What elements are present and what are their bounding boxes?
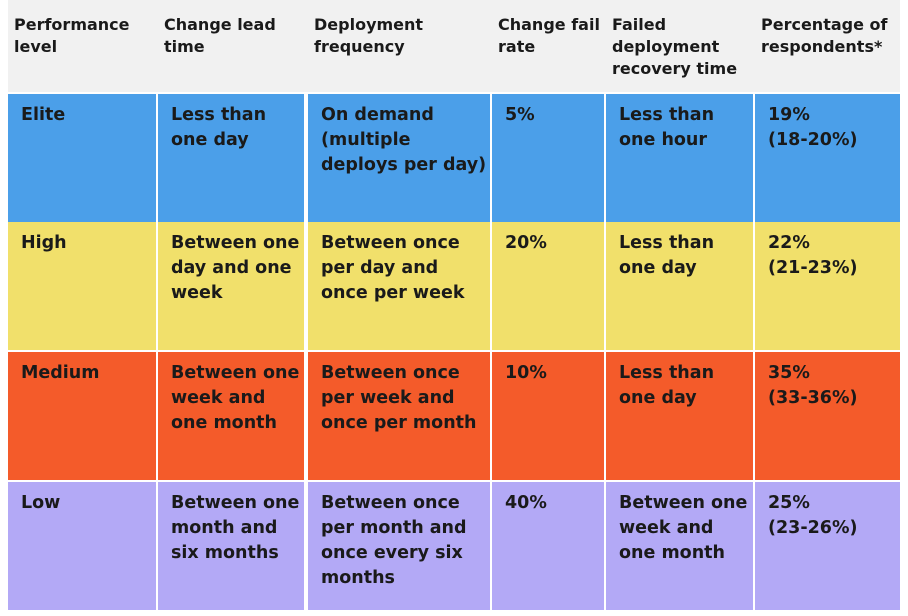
table-cell: Between one day and one week [158,222,304,350]
cell-text: per month and [321,518,467,538]
cell-text: one month [171,413,277,433]
cell-text: Between one [619,493,748,513]
cell-text: week [171,283,223,303]
cell-text: months [321,568,395,588]
cell-text: day and one [171,258,292,278]
cell-text: Between once [321,493,460,513]
table-cell: Elite [8,94,156,222]
table-cell: Between once per day and once per week [308,222,490,350]
table-cell: Between one month and six months [158,482,304,610]
cell-text: High [21,233,67,253]
table-cell: High [8,222,156,350]
table-cell: 5% [492,94,604,222]
cell-text: six months [171,543,279,563]
cell-text: once every six [321,543,463,563]
table-cell: 20% [492,222,604,350]
table-cell: On demand (multiple deploys per day) [308,94,490,222]
table-cell: 22% (21-23%) [755,222,900,350]
cell-text: one day [619,258,697,278]
cell-text: Between once [321,233,460,253]
cell-text: Failed [612,15,667,34]
cell-text: recovery time [612,59,738,78]
cell-text: 22% [768,233,810,253]
cell-text: (21-23%) [768,258,858,278]
cell-text: Deployment [314,15,424,34]
table-cell: Less than one day [606,222,753,350]
cell-text: (23-26%) [768,518,858,538]
cell-text: Medium [21,363,100,383]
cell-text: one day [171,130,249,150]
table-cell: Between once per month and once every six m… [308,482,490,610]
cell-text: per day and [321,258,439,278]
cell-text: week and [171,388,266,408]
cell-text: 25% [768,493,810,513]
cell-text: (multiple [321,130,411,150]
cell-text: level [14,37,58,56]
table-cell: Medium [8,352,156,480]
cell-text: Between one [171,493,300,513]
header-cell: Change lead time [158,0,304,92]
cell-text: Less than [619,233,715,253]
table-cell: 40% [492,482,604,610]
header-cell: Percentage of respondents* [755,0,900,92]
cell-text: 19% [768,105,810,125]
cell-text: Change lead [164,15,276,34]
header-background [8,0,900,92]
cell-text: 10% [505,363,547,383]
table-cell: Between once per week and once per month [308,352,490,480]
cell-text: one day [619,388,697,408]
header-cell: Change fail rate [492,0,604,92]
header-cell: Failed deployment recovery time [606,0,753,92]
cell-text: 40% [505,493,547,513]
cell-text: Less than [171,105,267,125]
cell-text: frequency [314,37,405,56]
cell-text: deploys per day) [321,155,487,175]
cell-text: Between one [171,233,300,253]
cell-text: one hour [619,130,708,150]
cell-text: one month [619,543,725,563]
table-cell: Between one week and one month [158,352,304,480]
table-cell: 25% (23-26%) [755,482,900,610]
cell-text: (33-36%) [768,388,858,408]
cell-text: On demand [321,105,434,125]
cell-text: Between once [321,363,460,383]
cell-text: deployment [612,37,720,56]
table-cell: 35% (33-36%) [755,352,900,480]
header-cell: Performance level [8,0,156,92]
cell-text: 35% [768,363,810,383]
cell-text: time [164,37,205,56]
cell-text: Percentage of [761,15,888,34]
cell-text: Elite [21,105,66,125]
cell-text: Less than [619,105,715,125]
table-cell: Less than one day [158,94,304,222]
cell-text: once per month [321,413,477,433]
cell-text: Low [21,493,61,513]
cell-text: rate [498,37,536,56]
cell-text: week and [619,518,714,538]
table-cell: 19% (18-20%) [755,94,900,222]
cell-text: respondents* [761,37,883,56]
cell-text: Performance [14,15,130,34]
table-cell: Low [8,482,156,610]
cell-text: month and [171,518,278,538]
cell-text: 5% [505,105,535,125]
cell-text: Between one [171,363,300,383]
cell-text: per week and [321,388,455,408]
cell-text: Change fail [498,15,600,34]
cell-text: once per week [321,283,465,303]
table-cell: Less than one day [606,352,753,480]
table-cell: 10% [492,352,604,480]
cell-text: Less than [619,363,715,383]
table-cell: Between one week and one month [606,482,753,610]
header-cell: Deployment frequency [308,0,490,92]
cell-text: 20% [505,233,547,253]
cell-text: (18-20%) [768,130,858,150]
table-cell: Less than one hour [606,94,753,222]
